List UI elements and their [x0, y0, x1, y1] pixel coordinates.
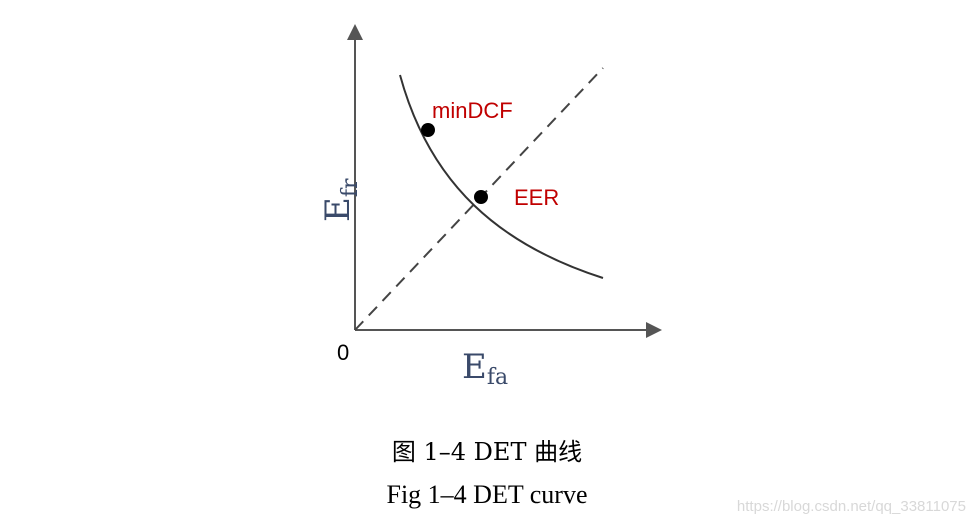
det-curve	[399, 74, 604, 279]
x-axis-label-main: E	[462, 347, 487, 387]
x-axis-arrow	[646, 322, 662, 338]
watermark: https://blog.csdn.net/qq_33811075	[736, 498, 966, 515]
x-axis-label-sub: fa	[487, 365, 508, 390]
mindcf-point	[421, 123, 435, 137]
mindcf-label: minDCF	[432, 98, 513, 123]
svg-text:Efr: Efr	[318, 178, 363, 222]
y-axis-label: Efr	[318, 178, 363, 222]
y-axis-label-sub: fr	[338, 178, 363, 197]
eer-point	[474, 190, 488, 204]
caption-english: Fig 1–4 DET curve	[386, 480, 588, 509]
y-axis-label-main: E	[318, 197, 358, 222]
eer-label: EER	[514, 185, 559, 210]
y-axis-arrow	[347, 24, 363, 40]
origin-label: 0	[337, 340, 349, 365]
x-axis-label: Efa	[462, 347, 508, 390]
caption-chinese: 图 1–4 DET 曲线	[391, 438, 583, 466]
